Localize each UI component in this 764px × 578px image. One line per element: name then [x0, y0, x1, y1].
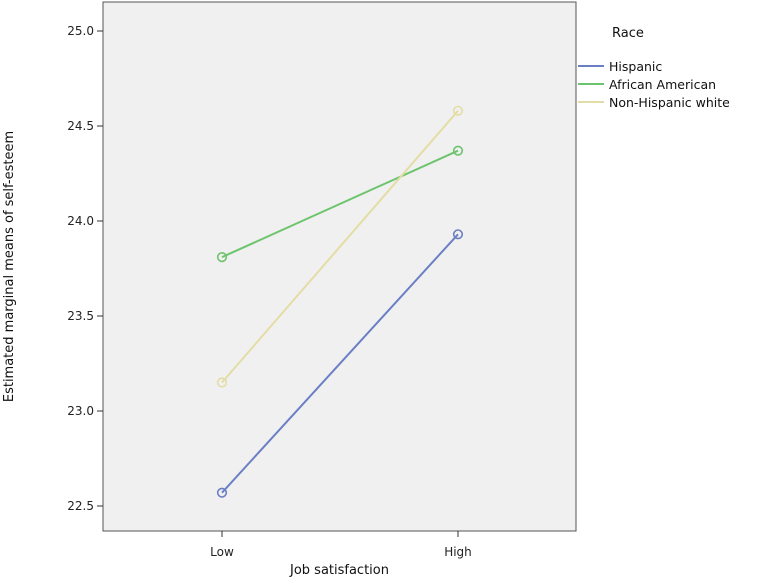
data-point	[452, 105, 464, 116]
data-point	[452, 229, 464, 240]
legend: Race Hispanic African American Non-Hispani…	[578, 26, 730, 110]
y-tick-label: 24.5	[67, 119, 94, 133]
y-tick-label: 25.0	[67, 24, 94, 38]
legend-entry: African American	[609, 77, 716, 92]
data-point	[216, 487, 228, 498]
x-axis: Low High	[210, 531, 472, 559]
y-axis: 22.5 23.0 23.5 24.0 24.5 25.0	[67, 24, 103, 513]
y-axis-title: Estimated marginal means of self-esteem	[2, 131, 17, 402]
y-tick-label: 23.0	[67, 404, 94, 418]
series-line	[221, 149, 459, 259]
data-point	[216, 252, 228, 263]
y-tick-label: 22.5	[67, 499, 94, 513]
data-point	[216, 377, 228, 388]
x-axis-title: Job satisfaction	[289, 563, 389, 578]
y-tick-label: 23.5	[67, 309, 94, 323]
x-tick-label: Low	[210, 545, 234, 559]
series-line	[221, 110, 459, 384]
series-layer	[216, 105, 464, 498]
legend-title: Race	[612, 26, 644, 41]
x-tick-label: High	[444, 545, 472, 559]
legend-entry: Non-Hispanic white	[609, 95, 730, 110]
series-line	[221, 233, 459, 494]
y-tick-label: 24.0	[67, 214, 94, 228]
legend-entry: Hispanic	[609, 59, 662, 74]
plot-area	[102, 1, 577, 532]
data-point	[452, 145, 464, 156]
